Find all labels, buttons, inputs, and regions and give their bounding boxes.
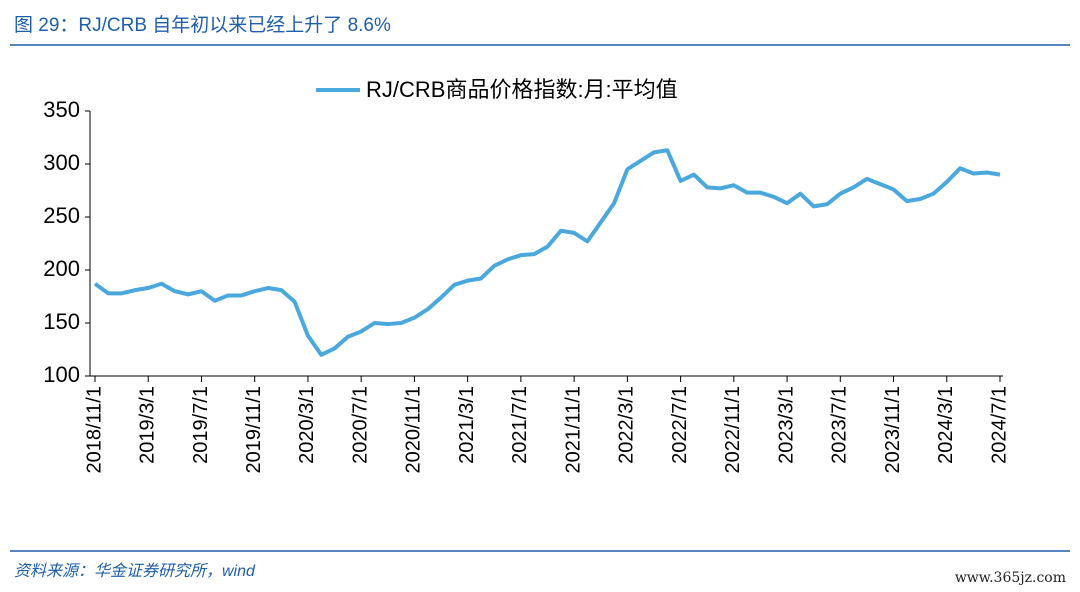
source: 资料来源：华金证券研究所，wind: [14, 562, 256, 580]
x-tick-label: 2021/11/1: [562, 386, 584, 474]
line-series: [93, 148, 1001, 357]
x-tick-label: 2023/11/1: [882, 386, 904, 474]
y-tick-label: 200: [43, 256, 80, 281]
y-tick-label: 100: [43, 362, 80, 387]
x-tick-label: 2021/3/1: [456, 386, 478, 464]
x-tick-label: 2019/11/1: [243, 386, 265, 474]
x-tick-label: 2024/3/1: [935, 386, 957, 464]
x-tick-label: 2020/3/1: [296, 386, 318, 464]
x-tick-label: 2022/11/1: [722, 386, 744, 474]
x-tick-label: 2022/7/1: [669, 386, 691, 464]
y-tick-label: 350: [43, 97, 80, 122]
x-tick-label: 2020/11/1: [403, 386, 425, 474]
figure-title: 图 29：RJ/CRB 自年初以来已经上升了 8.6%: [14, 14, 391, 36]
x-tick-label: 2019/3/1: [137, 386, 159, 464]
legend-label: RJ/CRB商品价格指数:月:平均值: [366, 77, 678, 102]
y-tick-label: 300: [43, 150, 80, 175]
watermark: www.365jz.com: [955, 570, 1066, 586]
x-tick-label: 2023/3/1: [775, 386, 797, 464]
x-tick-label: 2023/7/1: [829, 386, 851, 464]
x-tick-label: 2022/3/1: [616, 386, 638, 464]
y-tick-label: 250: [43, 203, 80, 228]
x-tick-label: 2021/7/1: [509, 386, 531, 464]
x-tick-label: 2020/7/1: [349, 386, 371, 464]
x-tick-label: 2018/11/1: [83, 386, 105, 474]
x-tick-label: 2024/7/1: [988, 386, 1010, 464]
y-tick-label: 150: [43, 309, 80, 334]
x-tick-label: 2019/7/1: [190, 386, 212, 464]
